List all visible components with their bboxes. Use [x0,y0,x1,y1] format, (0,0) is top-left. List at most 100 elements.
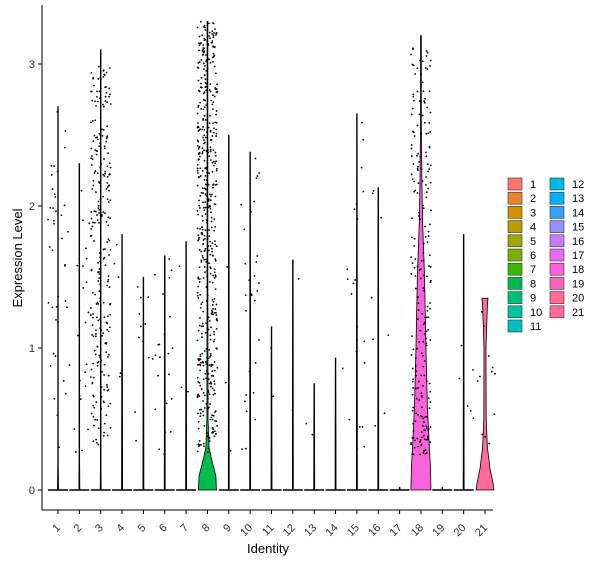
point-8 [197,358,199,360]
point-8 [201,187,204,190]
violin-group-12 [282,259,303,491]
violin-group-18 [410,35,432,491]
point-18 [421,114,424,117]
point-3 [107,374,110,377]
point-8 [209,199,212,202]
point-3 [91,99,94,102]
point-18 [419,440,422,443]
point-18 [428,407,431,410]
point-8 [205,286,208,288]
point-1 [50,174,53,176]
point-3 [92,440,95,443]
point-8 [211,298,214,301]
point-3 [97,302,100,305]
point-15 [355,350,358,353]
point-8 [202,378,205,381]
point-8 [204,141,206,144]
point-3 [99,116,102,119]
point-8 [206,397,209,400]
point-8 [197,158,200,161]
legend-label: 10 [530,307,542,319]
legend-label: 14 [572,207,584,219]
point-8 [209,83,212,86]
point-9 [226,266,229,268]
point-8 [199,194,202,197]
point-8 [214,308,217,310]
point-18 [414,420,417,423]
point-3 [99,262,102,264]
point-8 [204,213,207,216]
point-8 [209,381,212,384]
point-8 [215,32,218,35]
point-15 [354,279,357,281]
point-3 [90,164,93,166]
point-18 [412,436,415,439]
point-8 [202,414,205,417]
point-15 [356,218,359,220]
point-3 [103,388,106,391]
point-21 [481,433,484,436]
point-1 [58,446,60,449]
y-axis-title: Expression Level [10,208,25,307]
point-8 [205,131,208,133]
legend-label: 4 [530,222,536,234]
point-8 [206,40,209,43]
legend-item-6: 6 [507,248,536,262]
point-8 [208,262,210,265]
point-3 [90,217,93,220]
point-18 [418,341,421,343]
point-1 [48,246,51,248]
point-8 [211,313,213,316]
point-1 [49,364,52,367]
point-18 [429,302,431,304]
point-8 [197,239,200,242]
point-15 [358,426,361,428]
point-8 [205,54,208,56]
point-2 [77,334,79,337]
point-3 [102,195,105,198]
point-3 [91,119,94,122]
point-16 [387,334,390,337]
legend-key [549,206,565,219]
point-6 [154,408,157,411]
point-18 [427,329,430,331]
point-8 [214,275,217,278]
point-3 [91,187,94,190]
point-8 [213,312,216,314]
point-8 [204,201,207,203]
point-18 [414,287,417,290]
point-4 [118,375,121,378]
point-8 [197,297,200,299]
point-3 [107,280,109,283]
point-8 [211,135,214,137]
point-8 [199,227,201,230]
point-3 [109,217,112,220]
point-8 [199,155,201,158]
point-8 [208,382,211,385]
violin-group-11 [261,326,282,491]
legend-key [549,220,565,233]
point-8 [208,436,211,439]
legend-key [549,305,565,319]
point-18 [423,101,426,104]
point-10 [254,418,257,421]
point-3 [105,414,108,417]
point-18 [416,437,419,440]
legend-item-19: 19 [549,277,584,290]
point-18 [420,431,423,434]
point-8 [204,65,206,67]
point-3 [90,211,93,213]
point-8 [204,167,207,170]
point-8 [211,56,214,59]
point-3 [90,90,93,93]
point-10 [244,262,247,265]
point-8 [211,364,214,366]
point-3 [104,248,106,250]
point-8 [206,432,208,434]
point-18 [429,281,432,284]
point-2 [87,311,90,314]
point-18 [412,95,415,98]
point-8 [197,285,200,288]
point-3 [93,349,96,352]
point-8 [207,357,210,360]
